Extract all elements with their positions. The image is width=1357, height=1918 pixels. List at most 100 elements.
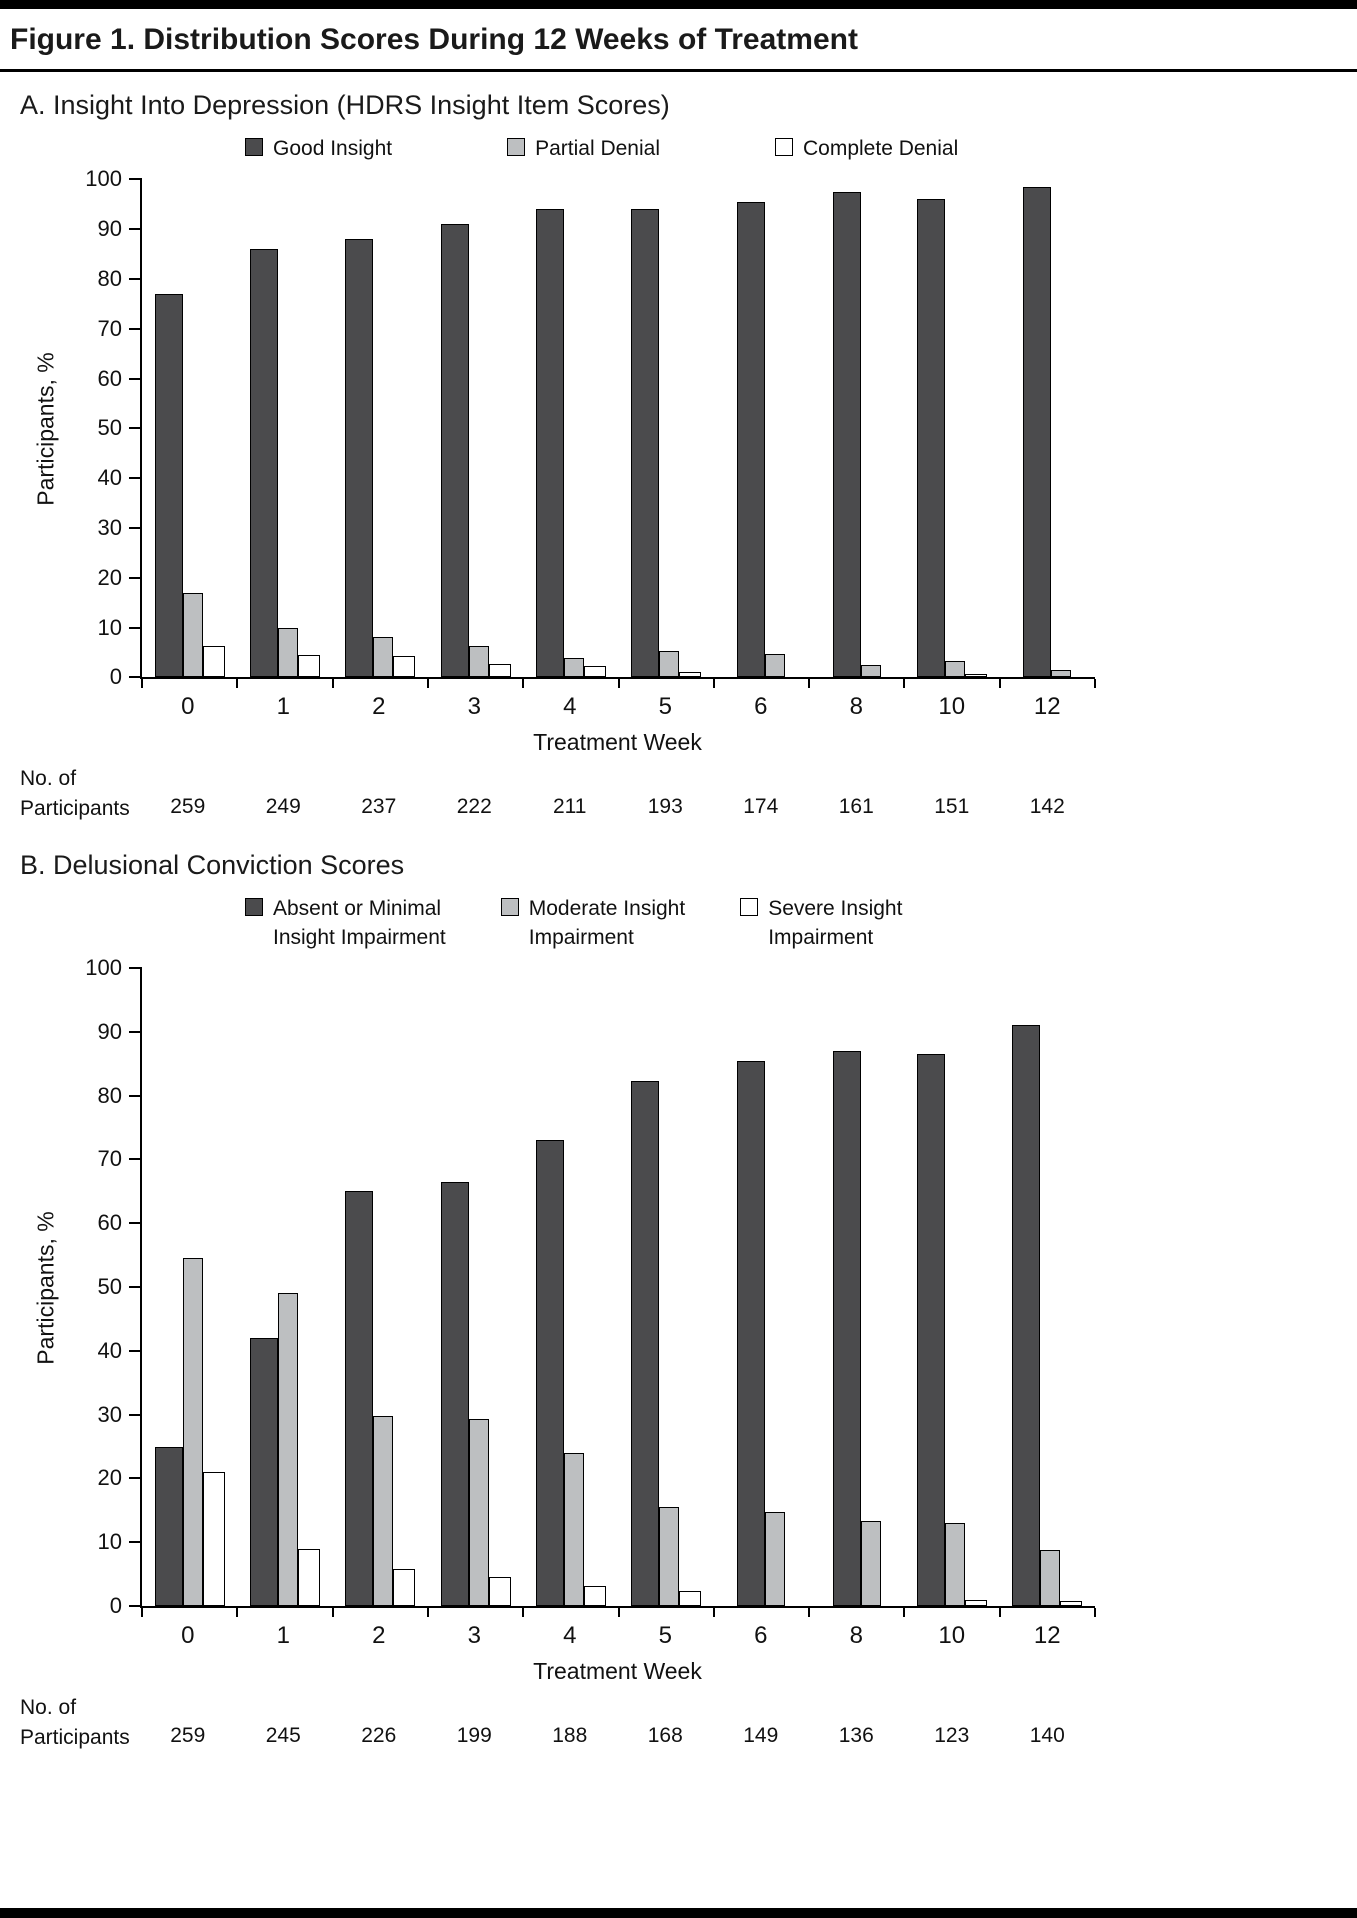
bar-moderate-insight-impairment-week-4 xyxy=(563,1452,584,1607)
y-axis-tick-label: 0 xyxy=(109,1593,122,1619)
y-axis-tick-label: 90 xyxy=(97,216,122,242)
y-axis-tick-label: 0 xyxy=(109,664,122,690)
y-axis-tick xyxy=(129,277,142,280)
participant-count-week-3: 199 xyxy=(456,1724,492,1748)
bar-group-week-4 xyxy=(523,179,618,678)
x-axis-tick xyxy=(141,1608,143,1618)
bar-absent-or-minimal-insight-impairment-week-0 xyxy=(154,1446,183,1607)
x-axis-tick xyxy=(998,679,1001,689)
title-rule xyxy=(0,69,1357,72)
legend-swatch-good-insight xyxy=(245,138,263,156)
bar-group-week-6 xyxy=(714,179,809,678)
y-axis-tick xyxy=(129,1030,142,1033)
bar-good-insight-week-8 xyxy=(832,191,861,678)
x-tick-label-week-1: 1 xyxy=(276,693,290,721)
x-axis-tick xyxy=(903,679,906,689)
x-axis-tick xyxy=(331,679,334,689)
y-axis-tick-label: 100 xyxy=(85,955,122,981)
panel-a-legend: Good Insight Partial Denial Complete Denia… xyxy=(245,135,1357,163)
bar-partial-denial-week-10 xyxy=(945,660,966,678)
bar-group-week-3 xyxy=(428,968,523,1607)
bar-good-insight-week-5 xyxy=(631,209,660,678)
top-rule xyxy=(0,0,1357,9)
x-tick-label-week-4: 4 xyxy=(563,1622,577,1650)
y-axis-tick-label: 70 xyxy=(97,1146,122,1172)
legend-swatch-moderate-insight-impairment xyxy=(500,898,519,917)
bar-severe-insight-impairment-week-1 xyxy=(297,1548,320,1607)
bar-partial-denial-week-0 xyxy=(182,592,203,678)
participant-count-week-4: 211 xyxy=(553,795,587,819)
bar-group-week-1 xyxy=(237,179,332,678)
x-axis-tick xyxy=(712,1608,715,1618)
y-axis-tick xyxy=(129,967,142,970)
participant-count-week-6: 149 xyxy=(743,1724,779,1748)
x-tick-label-week-10: 10 xyxy=(938,693,966,721)
panel-a: A. Insight Into Depression (HDRS Insight… xyxy=(0,90,1357,828)
y-axis-tick-label: 30 xyxy=(97,514,122,540)
bar-absent-or-minimal-insight-impairment-week-5 xyxy=(631,1080,660,1607)
participants-label-line2: Participants xyxy=(20,797,130,821)
bar-moderate-insight-impairment-week-10 xyxy=(945,1523,966,1607)
bar-absent-or-minimal-insight-impairment-week-6 xyxy=(737,1060,766,1607)
legend-item-severe-insight-impairment: Severe Insight Impairment xyxy=(740,895,902,952)
participant-count-week-2: 226 xyxy=(361,1724,397,1748)
bar-group-week-4 xyxy=(523,968,618,1607)
y-axis-tick xyxy=(129,626,142,629)
y-axis-tick-label: 20 xyxy=(97,1465,122,1491)
bar-absent-or-minimal-insight-impairment-week-3 xyxy=(440,1181,469,1607)
y-axis-tick xyxy=(129,1222,142,1225)
bar-group-week-0 xyxy=(142,968,237,1607)
participants-label-line2: Participants xyxy=(20,1726,130,1750)
y-axis-tick xyxy=(129,1477,142,1480)
bar-partial-denial-week-2 xyxy=(373,637,394,678)
bar-good-insight-week-0 xyxy=(154,293,183,678)
y-axis-tick-label: 40 xyxy=(97,465,122,491)
bar-moderate-insight-impairment-week-12 xyxy=(1040,1549,1061,1607)
x-axis-tick xyxy=(1094,679,1096,689)
participant-count-week-8: 136 xyxy=(838,1724,874,1748)
bar-moderate-insight-impairment-week-3 xyxy=(468,1419,489,1607)
panel-a-y-axis-label: Participants, % xyxy=(32,352,59,507)
participant-count-week-12: 140 xyxy=(1029,1724,1065,1748)
bar-complete-denial-week-5 xyxy=(679,672,702,678)
panel-a-participant-counts: 259 249 237 222 211 193 174 161 151 142 xyxy=(140,762,1095,819)
y-axis-tick xyxy=(129,1286,142,1289)
bar-group-week-8 xyxy=(809,968,904,1607)
y-axis-tick xyxy=(129,1349,142,1352)
y-axis-tick-label: 60 xyxy=(97,1210,122,1236)
bar-partial-denial-week-6 xyxy=(765,654,786,678)
legend-swatch-severe-insight-impairment xyxy=(740,898,759,917)
bar-moderate-insight-impairment-week-2 xyxy=(373,1415,394,1607)
y-axis-tick-label: 30 xyxy=(97,1401,122,1427)
x-tick-label-week-5: 5 xyxy=(658,1622,672,1650)
participant-count-week-8: 161 xyxy=(838,795,874,819)
participant-count-week-5: 193 xyxy=(647,795,683,819)
panel-b-legend: Absent or Minimal Insight Impairment Moder… xyxy=(245,895,1357,952)
x-axis-tick xyxy=(522,1608,525,1618)
x-tick-label-week-5: 5 xyxy=(658,693,672,721)
legend-item-moderate-insight-impairment: Moderate Insight Impairment xyxy=(500,895,685,952)
participant-count-week-10: 151 xyxy=(934,795,970,819)
bar-severe-insight-impairment-week-2 xyxy=(393,1569,416,1607)
bar-group-week-12 xyxy=(1000,179,1095,678)
x-tick-label-week-2: 2 xyxy=(372,1622,386,1650)
participants-label-line1: No. of xyxy=(20,767,77,791)
y-axis-tick-label: 90 xyxy=(97,1018,122,1044)
y-axis-tick xyxy=(129,377,142,380)
legend-label-absent-or-minimal-insight-impairment: Absent or Minimal Insight Impairment xyxy=(273,897,446,949)
legend-item-partial-denial: Partial Denial xyxy=(507,135,660,163)
bar-group-week-6 xyxy=(714,968,809,1607)
bar-partial-denial-week-5 xyxy=(659,651,680,678)
legend-item-complete-denial: Complete Denial xyxy=(775,135,958,163)
bar-good-insight-week-12 xyxy=(1023,186,1052,678)
bar-absent-or-minimal-insight-impairment-week-2 xyxy=(345,1191,374,1607)
x-axis-tick xyxy=(808,679,811,689)
bar-severe-insight-impairment-week-12 xyxy=(1060,1600,1083,1607)
participant-count-week-5: 168 xyxy=(647,1724,683,1748)
panel-a-x-tick-labels: 0 1 2 3 4 5 6 8 10 12 xyxy=(140,679,1095,721)
bar-group-week-2 xyxy=(333,968,428,1607)
y-axis-tick-label: 100 xyxy=(85,166,122,192)
legend-item-absent-or-minimal-insight-impairment: Absent or Minimal Insight Impairment xyxy=(245,895,446,952)
bar-partial-denial-week-8 xyxy=(860,664,881,678)
x-axis-tick xyxy=(903,1608,906,1618)
